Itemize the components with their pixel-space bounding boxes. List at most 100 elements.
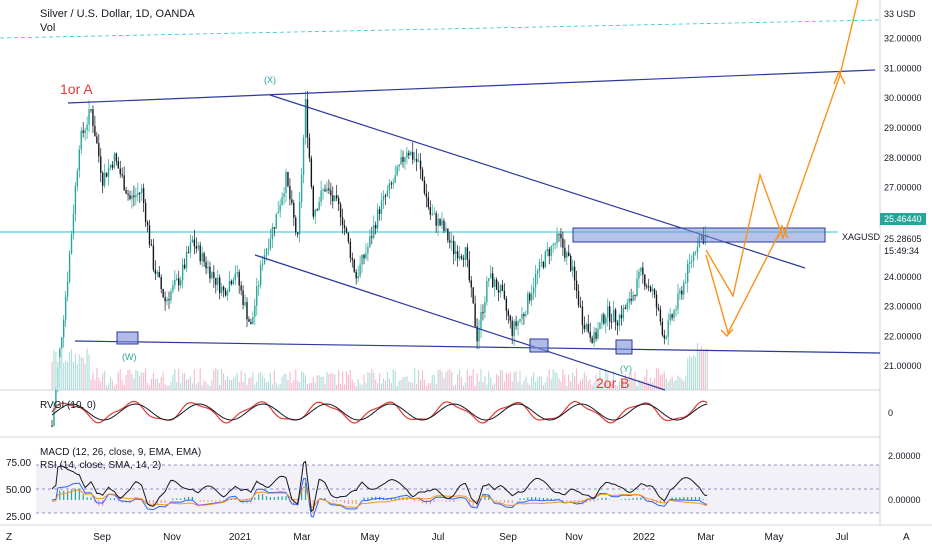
candle-body — [150, 244, 153, 246]
volume-bar — [143, 373, 145, 390]
countdown-tag: 15:49:34 — [884, 246, 919, 256]
macd-bar — [277, 496, 279, 500]
candle-body — [295, 217, 297, 233]
projection-path-2[interactable] — [705, 227, 783, 335]
volume-bar — [347, 374, 349, 390]
candle-body — [339, 204, 342, 218]
candle-body — [148, 225, 151, 245]
candle-body — [402, 157, 404, 162]
price-tick-label: 24.00000 — [884, 272, 922, 282]
volume-bar — [605, 368, 607, 390]
support-box-1[interactable] — [529, 338, 549, 353]
volume-bar — [380, 383, 383, 390]
arrowhead-icon — [720, 328, 734, 338]
price-axis[interactable]: 32.00000 31.00000 30.00000 29.00000 28.00000… — [884, 34, 922, 371]
candle-body — [349, 241, 352, 258]
candle-body — [375, 225, 377, 229]
upper-trendline[interactable] — [67, 69, 876, 104]
projection-path-1[interactable] — [705, 0, 859, 298]
candle-body — [437, 218, 439, 226]
candle-body — [291, 199, 293, 203]
volume-bar — [224, 380, 227, 390]
candle-body — [359, 264, 361, 276]
volume-bar — [620, 377, 622, 390]
candle-body — [638, 271, 640, 279]
candle-body — [135, 195, 137, 198]
candle-body — [98, 143, 100, 157]
volume-bar — [640, 380, 642, 390]
candle-body — [76, 170, 79, 187]
candle-body — [663, 335, 665, 339]
volume-bar — [628, 373, 630, 390]
candle-body — [517, 321, 519, 326]
candle-body — [690, 260, 693, 263]
volume-bar — [76, 364, 78, 390]
time-axis[interactable]: Sep Nov 2021 Mar May Jul Sep Nov 2022 Mar May Jul — [93, 532, 848, 543]
candle-body — [696, 246, 699, 253]
rsi-tick-25: 25.00 — [6, 512, 31, 523]
volume-bar — [599, 370, 601, 390]
candle-body — [234, 273, 236, 281]
candle-body — [139, 192, 141, 194]
volume-bar — [675, 380, 677, 390]
volume-bar — [429, 382, 431, 390]
macd-bar — [164, 500, 166, 503]
volume-bar — [119, 369, 121, 390]
channel-bottom-line[interactable] — [254, 254, 666, 391]
price-top-label: 33 USD — [884, 9, 916, 19]
candle-body — [610, 321, 613, 323]
candle-body — [363, 254, 365, 259]
volume-bar — [137, 371, 139, 390]
candle-body — [228, 280, 231, 292]
volume-bar — [156, 378, 158, 390]
candle-body — [236, 272, 238, 274]
volume-bar — [113, 385, 115, 390]
candle-body — [336, 195, 338, 199]
candle-body — [470, 280, 472, 288]
candle-body — [314, 209, 316, 217]
candle-body — [571, 266, 574, 271]
candle-body — [609, 306, 611, 322]
macd-bar — [589, 500, 591, 502]
macd-bar — [238, 500, 240, 502]
time-tick-label: May — [765, 532, 784, 543]
symbol-tag: XAGUSD — [842, 232, 881, 242]
volume-bar — [572, 372, 574, 390]
volume-bar — [544, 382, 546, 390]
candle-body — [644, 274, 646, 287]
candle-body — [427, 197, 430, 208]
candle-body — [131, 195, 133, 200]
volume-bar — [297, 380, 299, 390]
support-box-y[interactable] — [615, 339, 633, 355]
volume-bar — [416, 383, 418, 390]
volume-bar — [226, 376, 229, 390]
candle-body — [521, 314, 523, 319]
macd-bar — [538, 497, 541, 500]
candle-body — [345, 228, 348, 233]
volume-bar — [80, 357, 82, 390]
volume-bar — [84, 363, 86, 390]
volume-bar — [486, 384, 488, 390]
candle-body — [185, 252, 188, 269]
candle-body — [302, 137, 305, 175]
candle-body — [688, 262, 691, 265]
volume-bar — [527, 383, 529, 390]
volume-bar — [689, 356, 691, 390]
support-box-w[interactable] — [116, 331, 139, 345]
candle-body — [527, 293, 529, 314]
candle-body — [607, 306, 609, 318]
volume-bar — [98, 377, 100, 390]
volume-bar — [111, 380, 114, 390]
volume-bar — [191, 383, 193, 390]
volume-bar — [82, 358, 84, 390]
macd-bar — [445, 500, 447, 502]
volume-bar — [68, 352, 71, 390]
resistance-box[interactable] — [572, 227, 826, 243]
zoom-button[interactable]: Z — [6, 532, 12, 543]
lower-trendline[interactable] — [74, 340, 881, 354]
price-pane[interactable] — [0, 0, 880, 390]
candle-body — [96, 136, 98, 144]
auto-scale-button[interactable]: A — [903, 532, 910, 543]
volume-bar — [673, 381, 675, 390]
